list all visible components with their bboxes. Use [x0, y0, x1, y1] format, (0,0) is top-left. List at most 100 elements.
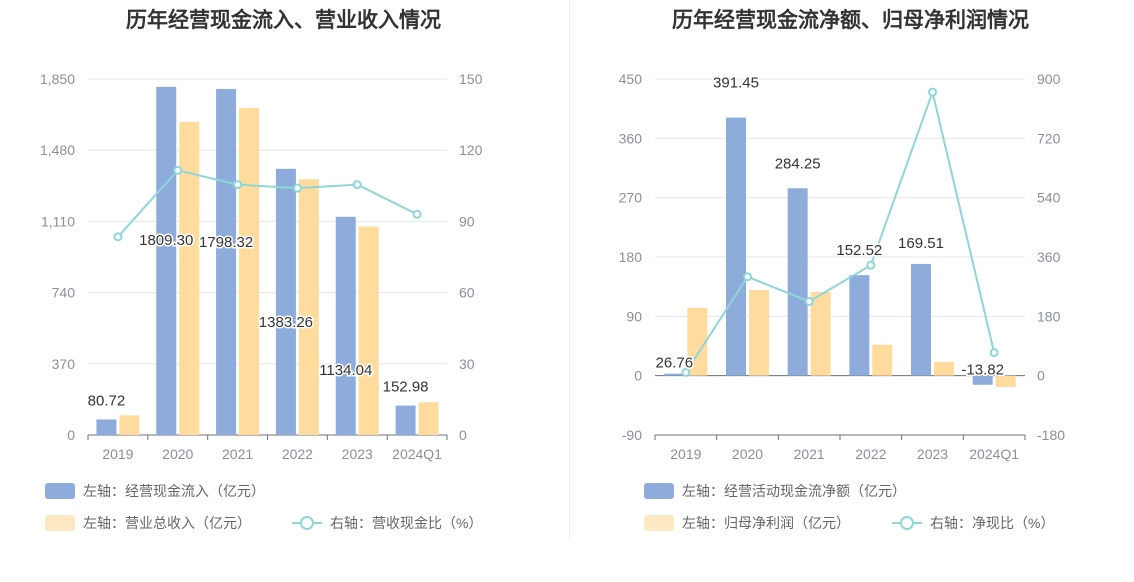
data-label: 26.76	[656, 355, 694, 372]
line-point	[113, 232, 123, 242]
series-line	[684, 88, 996, 373]
x-axis-tick-label: 2023	[917, 446, 948, 462]
line-point	[928, 87, 937, 97]
line-point	[681, 367, 691, 377]
data-label: 80.72	[88, 392, 126, 409]
line-point	[412, 209, 422, 219]
right-axis-tick-label: 90	[459, 213, 475, 229]
chart-plot-right: -90 0 90 180 270 360 450 -180 0 180 360 540 720 900 20…	[619, 71, 1066, 462]
data-label: 169.51	[898, 235, 944, 252]
data-label: 284.25	[775, 155, 821, 172]
bar-secondary	[119, 415, 140, 435]
legend-line-icon	[292, 515, 322, 531]
legend-label: 左轴：营业总收入（亿元）	[83, 515, 251, 531]
chart-panel-left: 历年经营现金流入、营业收入情况 0 370 740 1,110 1,480 1,850 0 3…	[40, 9, 483, 533]
legend-swatch-yellow	[644, 515, 674, 531]
line-point	[292, 183, 302, 193]
right-axis-tick-label: 180	[1037, 308, 1061, 324]
x-axis-tick-label: 2020	[162, 446, 193, 462]
x-axis-tick-label: 2024Q1	[392, 446, 442, 462]
legend-swatch-blue	[45, 483, 75, 499]
right-axis-tick-label: 150	[459, 71, 483, 87]
right-axis-tick-label: 360	[1037, 249, 1061, 265]
right-axis-tick-label: 0	[459, 427, 467, 443]
x-axis-tick-label: 2020	[732, 446, 763, 462]
left-axis-tick-label: 270	[619, 190, 643, 206]
right-axis-tick-label: 540	[1037, 190, 1061, 206]
bar-primary	[787, 188, 808, 376]
chart-title: 历年经营现金流净额、归母净利润情况	[672, 9, 1029, 32]
right-axis-tick-label: 30	[459, 356, 475, 372]
data-label: 1383.26	[259, 314, 313, 331]
bar-primary	[726, 117, 746, 376]
legend-label: 右轴：营收现金比（%）	[330, 515, 483, 531]
legend-label: 左轴：经营现金流入（亿元）	[83, 483, 265, 499]
x-axis-tick-label: 2019	[102, 446, 133, 462]
data-label: 391.45	[713, 75, 759, 92]
left-axis-tick-label: 0	[634, 368, 642, 384]
bar-primary	[216, 88, 237, 435]
right-axis-tick-label: 120	[459, 142, 483, 158]
x-axis-tick-label: 2023	[342, 446, 373, 462]
legend-item-net-cash-flow[interactable]: 左轴：经营活动现金流净额（亿元）	[644, 481, 906, 501]
left-axis-tick-label: 1,110	[41, 213, 75, 229]
x-axis-tick-label: 2024Q1	[969, 446, 1019, 462]
line-point	[352, 180, 362, 190]
data-label: -13.82	[961, 362, 1004, 379]
legend-item-net-cash-ratio[interactable]: 右轴：净现比（%）	[892, 513, 1054, 533]
bar-primary	[972, 375, 993, 385]
bar-primary	[156, 86, 177, 435]
legend-item-net-profit[interactable]: 左轴：归母净利润（亿元）	[644, 513, 850, 533]
chart-panel-right: 历年经营现金流净额、归母净利润情况 -90 0 90 180 270 360 450 -180…	[567, 0, 1134, 582]
bar-primary	[335, 216, 356, 435]
data-label: 1798.32	[199, 234, 253, 251]
line-point	[173, 165, 183, 175]
bar-primary	[911, 263, 931, 376]
bar-primary	[664, 373, 685, 376]
legend-item-revenue[interactable]: 左轴：营业总收入（亿元）	[45, 513, 251, 533]
bar-secondary	[298, 179, 319, 435]
bar-primary	[96, 419, 117, 435]
panel-divider	[569, 0, 570, 540]
legend-label: 右轴：净现比（%）	[930, 515, 1055, 531]
chart-title: 历年经营现金流入、营业收入情况	[126, 9, 441, 32]
line-point	[866, 260, 876, 270]
data-label: 152.52	[836, 242, 882, 259]
right-axis-tick-label: -180	[1037, 427, 1065, 443]
legend-label: 左轴：归母净利润（亿元）	[682, 515, 850, 531]
line-point	[233, 180, 243, 190]
legend-swatch-yellow	[45, 515, 75, 531]
bar-secondary	[418, 402, 439, 435]
left-axis-tick-label: 1,480	[40, 142, 75, 158]
legend-swatch-blue	[644, 483, 674, 499]
left-axis-tick-label: 360	[619, 130, 643, 146]
left-axis-tick-label: 370	[52, 356, 76, 372]
bar-primary	[275, 168, 296, 435]
x-axis-tick-label: 2021	[794, 446, 825, 462]
left-axis-tick-label: 90	[626, 308, 642, 324]
x-axis-tick-label: 2021	[222, 446, 253, 462]
left-axis-tick-label: -90	[622, 427, 642, 443]
bar-secondary	[872, 344, 893, 376]
bar-secondary	[358, 226, 379, 435]
series-line	[117, 169, 418, 238]
left-axis-tick-label: 740	[52, 285, 76, 301]
data-label: 1134.04	[319, 362, 372, 379]
legend-label: 左轴：经营活动现金流净额（亿元）	[682, 483, 906, 499]
x-axis-tick-label: 2022	[855, 446, 886, 462]
bar-secondary	[239, 107, 260, 435]
legend-item-cash-inflow[interactable]: 左轴：经营现金流入（亿元）	[45, 481, 265, 501]
bar-secondary	[810, 291, 831, 376]
chart-plot-left: 0 370 740 1,110 1,480 1,850 0 30 60 90 120 150 2019 2…	[40, 71, 483, 462]
left-axis-tick-label: 180	[619, 249, 643, 265]
left-axis-tick-label: 450	[619, 71, 643, 87]
line-point	[743, 272, 752, 282]
legend-line-icon	[892, 515, 922, 531]
right-axis-tick-label: 900	[1037, 71, 1061, 87]
bar-secondary	[687, 307, 708, 376]
left-axis-tick-label: 1,850	[40, 71, 75, 87]
x-axis-tick-label: 2022	[282, 446, 313, 462]
x-axis-tick-label: 2019	[670, 446, 701, 462]
legend-item-cash-ratio[interactable]: 右轴：营收现金比（%）	[292, 513, 482, 533]
bar-secondary	[934, 361, 954, 376]
